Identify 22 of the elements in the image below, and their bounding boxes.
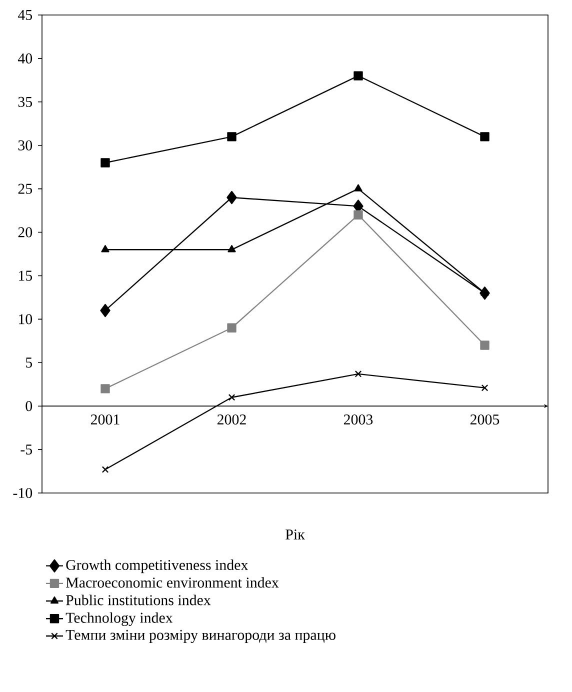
y-tick-label: 45 (18, 10, 32, 20)
legend-label: Technology index (66, 612, 173, 626)
y-tick-label: 35 (18, 96, 32, 107)
y-tick-label: -10 (13, 488, 32, 498)
legend-label: Public institutions index (66, 594, 211, 606)
y-tick-label: 15 (18, 270, 32, 281)
x-tick-label: 2002 (217, 414, 246, 425)
y-tick-label: 10 (18, 314, 32, 324)
y-tick-label: 20 (18, 227, 32, 238)
legend-label: Macroeconomic environment index (66, 577, 279, 588)
y-tick-label: 25 (18, 184, 32, 194)
legend-label: Growth competitiveness index (66, 560, 248, 574)
legend-label: Темпи зміни розміру винагороди за працю (66, 630, 336, 644)
y-tick-label: -5 (20, 444, 32, 455)
x-tick-label: 2003 (344, 414, 373, 425)
x-tick-label: 2001 (90, 414, 120, 425)
y-tick-label: 0 (26, 401, 32, 412)
y-tick-label: 30 (18, 140, 32, 150)
x-tick-label: 2005 (470, 414, 500, 425)
x-axis-title: Рік (286, 529, 305, 540)
y-tick-label: 40 (18, 53, 32, 64)
y-tick-label: 5 (26, 358, 32, 368)
